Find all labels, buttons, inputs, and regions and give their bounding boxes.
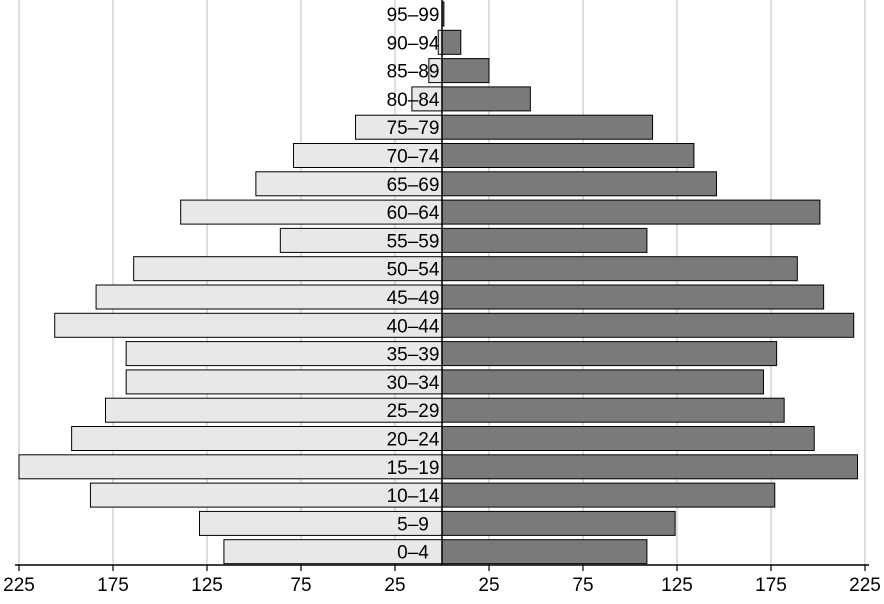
category-label: 65–69 <box>387 175 440 196</box>
x-tick-label: 175 <box>97 575 129 596</box>
bar-right-70–74 <box>442 144 694 168</box>
category-label: 60–64 <box>387 203 440 224</box>
bar-left-40–44 <box>55 313 442 337</box>
category-label: 30–34 <box>387 373 440 394</box>
bar-right-85–89 <box>442 59 489 83</box>
x-tick-label: 225 <box>849 575 881 596</box>
bar-right-90–94 <box>442 30 461 54</box>
category-label: 55–59 <box>387 231 440 252</box>
bar-right-25–29 <box>442 398 784 422</box>
category-label: 90–94 <box>387 33 440 54</box>
bar-right-65–69 <box>442 172 716 196</box>
x-tick-label: 25 <box>478 575 499 596</box>
bar-layer <box>19 2 857 564</box>
category-label: 75–79 <box>387 118 440 139</box>
category-label: 40–44 <box>387 316 440 337</box>
category-label: 50–54 <box>387 260 440 281</box>
bar-right-55–59 <box>442 228 647 252</box>
bar-right-0–4 <box>442 540 647 564</box>
bar-right-10–14 <box>442 483 775 507</box>
category-label: 70–74 <box>387 147 440 168</box>
bar-left-15–19 <box>19 455 442 479</box>
category-label: 95–99 <box>387 5 440 26</box>
bar-right-35–39 <box>442 342 777 366</box>
category-label: 85–89 <box>387 62 440 83</box>
category-label: 35–39 <box>387 345 440 366</box>
category-label: 10–14 <box>387 486 440 507</box>
bar-right-30–34 <box>442 370 763 394</box>
bar-right-50–54 <box>442 257 797 281</box>
x-tick-label: 125 <box>661 575 693 596</box>
x-tick-label: 175 <box>755 575 787 596</box>
bar-right-15–19 <box>442 455 857 479</box>
category-label: 45–49 <box>387 288 440 309</box>
bar-right-40–44 <box>442 313 854 337</box>
bar-right-20–24 <box>442 427 814 451</box>
category-label: 80–84 <box>387 90 440 111</box>
bar-right-75–79 <box>442 115 653 139</box>
bar-right-60–64 <box>442 200 820 224</box>
x-tick-label: 75 <box>290 575 311 596</box>
category-label: 20–24 <box>387 430 440 451</box>
bar-right-5–9 <box>442 511 675 535</box>
x-tick-label: 125 <box>191 575 223 596</box>
category-label: 15–19 <box>387 458 440 479</box>
category-label: 5–9 <box>397 514 429 535</box>
bar-right-80–84 <box>442 87 530 111</box>
x-tick-label: 25 <box>384 575 405 596</box>
category-label: 0–4 <box>397 543 429 564</box>
x-tick-label: 75 <box>572 575 593 596</box>
x-tick-label: 225 <box>3 575 35 596</box>
category-label: 25–29 <box>387 401 440 422</box>
bar-right-45–49 <box>442 285 824 309</box>
